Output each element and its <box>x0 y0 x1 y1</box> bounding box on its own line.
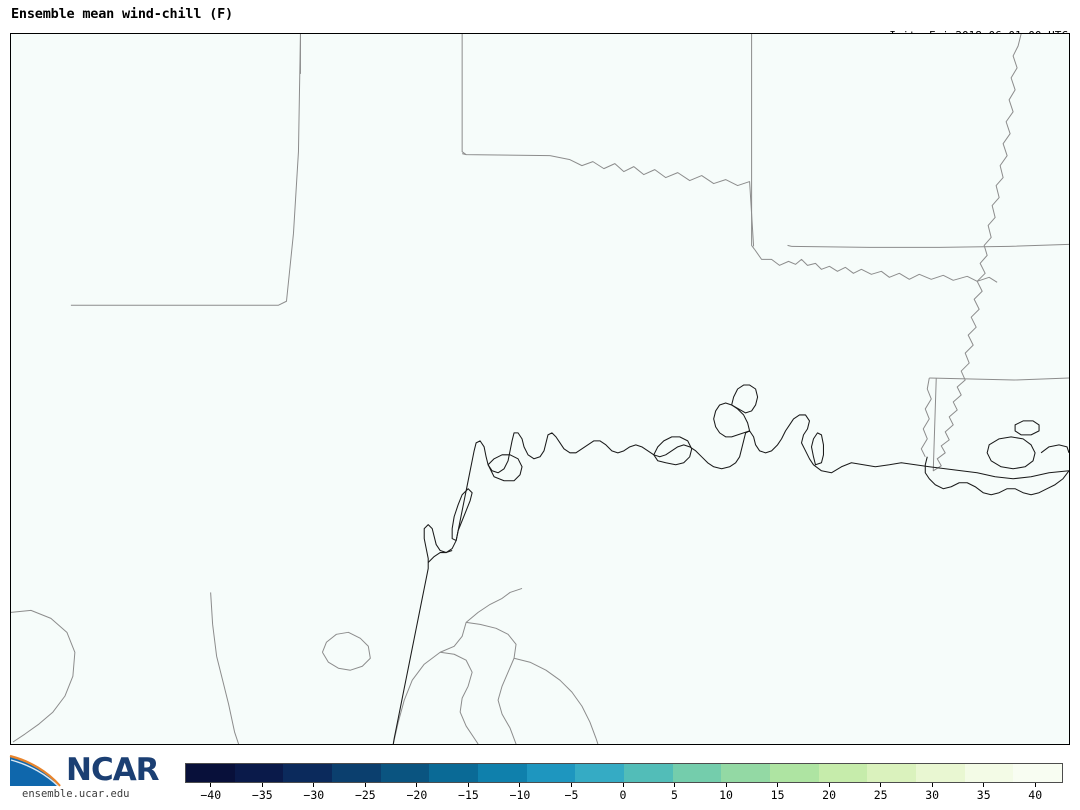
colorbar-tick-label: −5 <box>564 788 579 802</box>
colorbar-tick-label: 0 <box>619 788 627 802</box>
colorbar-tick-label: −15 <box>458 788 479 802</box>
plot-header: Ensemble mean wind-chill (F) Init: Fri 2… <box>0 0 1080 81</box>
ncar-logo-mark-icon <box>9 754 61 788</box>
colorbar-gradient[interactable] <box>185 763 1063 783</box>
colorbar-tick-label: 25 <box>873 788 888 802</box>
colorbar-tick-label: −40 <box>200 788 222 802</box>
colorbar-tick-label: 15 <box>770 788 785 802</box>
colorbar-tick-label: 20 <box>822 788 837 802</box>
map-geography <box>11 34 1069 744</box>
colorbar-swatch <box>575 764 625 782</box>
colorbar-tick-mark <box>210 783 212 787</box>
colorbar-swatch <box>867 764 917 782</box>
colorbar-tick-label: −20 <box>406 788 428 802</box>
map-panel[interactable] <box>10 33 1070 745</box>
colorbar-tick-mark <box>570 783 572 787</box>
colorbar-tick-mark <box>261 783 263 787</box>
colorbar-tick-label: −25 <box>354 788 376 802</box>
colorbar-tick-label: 5 <box>671 788 678 802</box>
colorbar-tick-mark <box>725 783 727 787</box>
colorbar-tick-label: −35 <box>251 788 273 802</box>
colorbar-tick-mark <box>416 783 418 787</box>
state-borders-group <box>11 34 1069 744</box>
colorbar-swatch <box>1013 764 1063 782</box>
colorbar-tick-mark <box>777 783 779 787</box>
colorbar-tick-mark <box>364 783 366 787</box>
colorbar-swatch <box>283 764 333 782</box>
colorbar-swatch <box>380 764 430 782</box>
colorbar-tick-label: 35 <box>976 788 991 802</box>
colorbar-swatch <box>186 764 235 782</box>
colorbar-tick-mark <box>467 783 469 787</box>
colorbar-swatch <box>916 764 965 782</box>
colorbar-swatch <box>234 764 284 782</box>
colorbar-tick-mark <box>674 783 676 787</box>
page-title: Ensemble mean wind-chill (F) <box>11 6 233 22</box>
colorbar-swatch <box>624 764 673 782</box>
colorbar-tick-label: −10 <box>509 788 531 802</box>
colorbar-swatch <box>332 764 381 782</box>
colorbar-swatch <box>526 764 576 782</box>
colorbar-swatch <box>721 764 771 782</box>
colorbar-tick-mark <box>1034 783 1036 787</box>
colorbar-tick-mark <box>983 783 985 787</box>
ncar-logo[interactable]: NCAR ensemble.ucar.edu <box>4 752 182 804</box>
coastlines-group <box>392 384 1069 744</box>
colorbar-ticks: −40 −35 −30 −25 −20 −15 −10 −5 0 5 10 15 20 25 30 35 40 <box>185 783 1063 807</box>
colorbar-swatch <box>672 764 722 782</box>
ncar-url-label: ensemble.ucar.edu <box>22 788 130 800</box>
colorbar-tick-mark <box>519 783 521 787</box>
colorbar-tick-mark <box>931 783 933 787</box>
colorbar-tick-label: 40 <box>1028 788 1043 802</box>
colorbar-swatch <box>770 764 819 782</box>
colorbar-tick-mark <box>880 783 882 787</box>
ncar-wordmark: NCAR <box>66 752 160 788</box>
colorbar-tick-mark <box>622 783 624 787</box>
colorbar-tick-label: −30 <box>303 788 325 802</box>
colorbar-tick-label: 30 <box>925 788 940 802</box>
colorbar-swatch <box>818 764 868 782</box>
colorbar[interactable]: −40 −35 −30 −25 −20 −15 −10 −5 0 5 10 15 20 25 30 35 40 <box>185 763 1063 807</box>
colorbar-swatch <box>478 764 527 782</box>
colorbar-swatch <box>429 764 479 782</box>
colorbar-tick-mark <box>828 783 830 787</box>
colorbar-tick-label: 10 <box>719 788 733 802</box>
colorbar-tick-mark <box>313 783 315 787</box>
colorbar-swatch <box>964 764 1014 782</box>
